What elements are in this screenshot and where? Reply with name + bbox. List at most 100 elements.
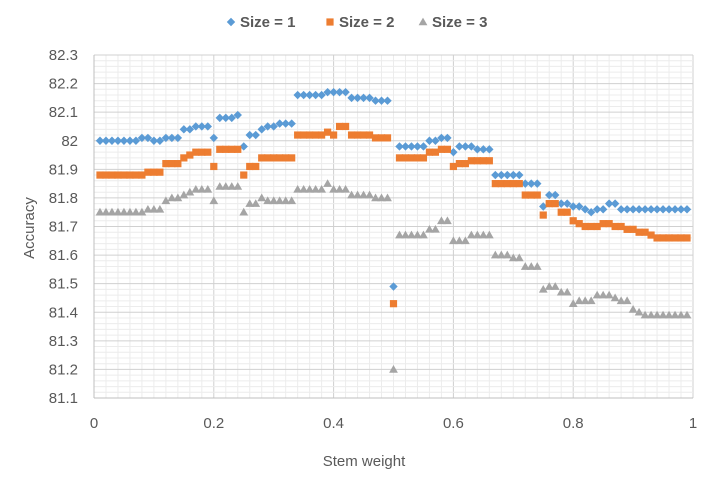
data-point bbox=[131, 136, 141, 145]
data-point bbox=[574, 202, 584, 211]
data-point bbox=[449, 147, 458, 157]
data-point bbox=[587, 222, 595, 231]
data-point bbox=[191, 184, 201, 193]
data-point bbox=[221, 113, 230, 123]
y-axis-label: Accuracy bbox=[21, 197, 38, 259]
grid bbox=[93, 54, 694, 399]
data-point bbox=[604, 290, 614, 299]
data-point bbox=[455, 142, 464, 151]
data-point bbox=[671, 234, 679, 242]
data-point bbox=[617, 222, 625, 231]
data-point bbox=[179, 190, 189, 199]
data-point bbox=[143, 204, 153, 213]
data-point bbox=[107, 207, 117, 216]
data-point bbox=[215, 182, 225, 190]
data-point bbox=[599, 220, 607, 228]
data-point bbox=[431, 136, 440, 145]
data-point bbox=[264, 154, 272, 162]
data-point bbox=[371, 134, 380, 142]
data-point bbox=[335, 122, 344, 131]
data-point bbox=[449, 236, 458, 245]
data-point bbox=[227, 113, 236, 123]
x-tick-label: 0.4 bbox=[323, 415, 344, 432]
data-point bbox=[461, 142, 470, 151]
data-point bbox=[365, 131, 374, 139]
legend-label: Size = 2 bbox=[339, 14, 394, 31]
data-point bbox=[119, 207, 129, 216]
data-point bbox=[563, 208, 571, 216]
data-point bbox=[508, 253, 518, 262]
data-point bbox=[341, 87, 350, 97]
data-point bbox=[377, 134, 386, 142]
data-point bbox=[514, 253, 524, 262]
data-point bbox=[653, 234, 661, 242]
data-point bbox=[311, 184, 321, 193]
data-point bbox=[473, 157, 481, 165]
data-point bbox=[622, 205, 632, 214]
data-point bbox=[371, 96, 380, 105]
data-point bbox=[407, 154, 416, 162]
data-point bbox=[161, 133, 171, 143]
data-point bbox=[665, 234, 673, 242]
data-point bbox=[395, 142, 404, 151]
data-point bbox=[131, 207, 141, 216]
data-point bbox=[670, 205, 680, 214]
data-point bbox=[215, 113, 224, 123]
data-point bbox=[557, 199, 566, 208]
data-point bbox=[197, 184, 207, 193]
data-point bbox=[125, 207, 135, 216]
data-point bbox=[466, 230, 476, 239]
y-tick-label: 81.5 bbox=[49, 276, 78, 293]
data-point bbox=[503, 180, 511, 188]
data-point bbox=[646, 310, 656, 319]
data-point bbox=[137, 133, 147, 143]
y-tick-label: 81.7 bbox=[49, 219, 78, 236]
data-point bbox=[359, 93, 368, 103]
data-point bbox=[180, 154, 188, 162]
data-point bbox=[114, 171, 122, 179]
data-point bbox=[557, 208, 565, 216]
data-point bbox=[413, 230, 422, 239]
data-point bbox=[269, 122, 278, 131]
data-point bbox=[377, 96, 386, 105]
data-point bbox=[623, 225, 631, 233]
data-point bbox=[479, 145, 488, 154]
data-point bbox=[533, 179, 542, 188]
data-point bbox=[318, 131, 326, 139]
data-point bbox=[658, 205, 668, 214]
data-point bbox=[533, 191, 541, 199]
data-point bbox=[311, 90, 320, 100]
data-series bbox=[95, 87, 692, 373]
data-point bbox=[389, 300, 398, 308]
data-point bbox=[288, 154, 296, 162]
data-point bbox=[575, 220, 583, 228]
data-point bbox=[234, 145, 242, 153]
data-point bbox=[245, 130, 254, 140]
data-point bbox=[598, 290, 608, 299]
data-point bbox=[323, 87, 332, 97]
data-point bbox=[335, 184, 344, 193]
x-axis-label: Stem weight bbox=[323, 453, 406, 470]
data-point bbox=[598, 205, 608, 214]
data-point bbox=[467, 142, 476, 151]
data-point bbox=[437, 133, 446, 143]
legend-marker bbox=[226, 17, 236, 27]
x-tick-label: 1 bbox=[689, 415, 697, 432]
data-point bbox=[347, 131, 356, 139]
data-point bbox=[455, 160, 463, 168]
y-tick-label: 81.6 bbox=[49, 247, 78, 264]
series-3 bbox=[95, 179, 692, 373]
data-point bbox=[425, 148, 434, 156]
data-point bbox=[269, 196, 279, 205]
data-point bbox=[347, 190, 356, 199]
data-point bbox=[293, 90, 302, 100]
data-point bbox=[551, 200, 559, 208]
data-point bbox=[137, 207, 147, 216]
data-point bbox=[484, 230, 494, 239]
data-point bbox=[119, 136, 129, 145]
data-point bbox=[95, 207, 105, 216]
data-point bbox=[324, 128, 332, 136]
data-point bbox=[413, 154, 422, 162]
data-point bbox=[563, 199, 572, 208]
data-point bbox=[281, 196, 291, 205]
